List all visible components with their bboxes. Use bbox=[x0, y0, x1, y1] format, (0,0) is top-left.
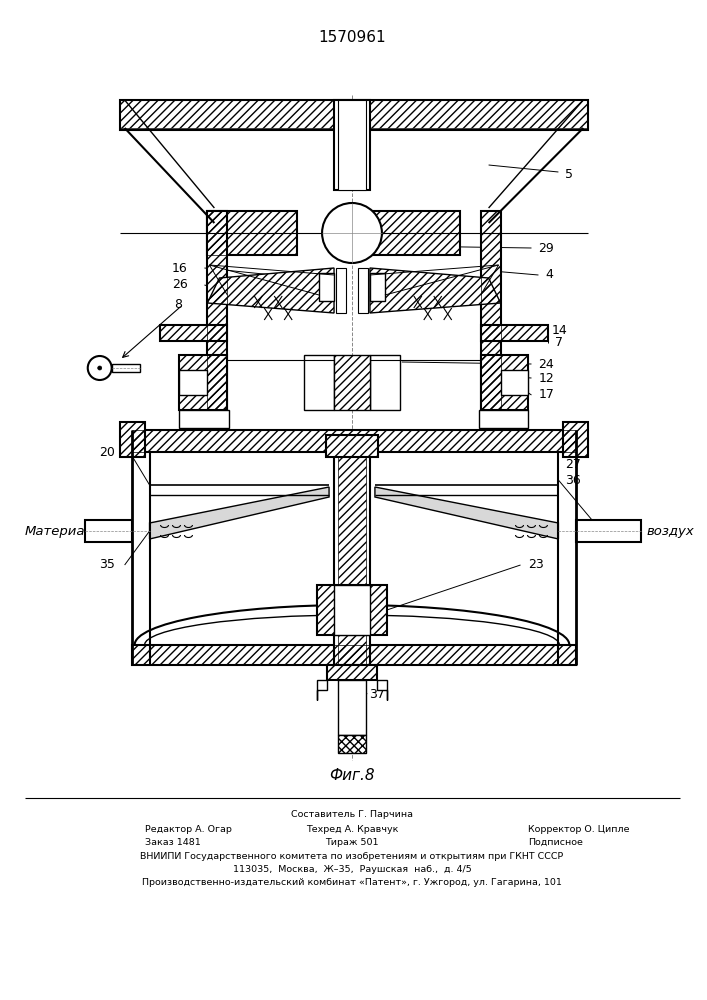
Text: 12: 12 bbox=[539, 371, 554, 384]
Bar bbox=[563, 422, 588, 457]
Polygon shape bbox=[377, 680, 387, 700]
Text: 4: 4 bbox=[545, 268, 554, 282]
Bar bbox=[481, 355, 528, 410]
Text: 17: 17 bbox=[539, 388, 554, 401]
Bar bbox=[338, 735, 366, 753]
Text: 35: 35 bbox=[99, 558, 115, 572]
Bar bbox=[119, 422, 145, 457]
Bar bbox=[479, 410, 528, 428]
Bar bbox=[327, 665, 377, 680]
Text: 29: 29 bbox=[539, 241, 554, 254]
Text: 26: 26 bbox=[172, 278, 187, 292]
Bar bbox=[336, 268, 346, 313]
Bar bbox=[132, 430, 576, 452]
Text: 16: 16 bbox=[172, 261, 187, 274]
Bar bbox=[317, 585, 387, 635]
Bar bbox=[180, 370, 207, 395]
Circle shape bbox=[88, 356, 112, 380]
Text: воздух: воздух bbox=[646, 524, 694, 538]
Bar bbox=[85, 520, 132, 542]
Polygon shape bbox=[317, 680, 327, 700]
Polygon shape bbox=[370, 268, 501, 313]
Text: ВНИИПИ Государственного комитета по изобретениям и открытиям при ГКНТ СССР: ВНИИПИ Государственного комитета по изоб… bbox=[141, 852, 563, 861]
Text: 27: 27 bbox=[566, 458, 581, 472]
Bar bbox=[119, 422, 145, 457]
Text: Фиг.8: Фиг.8 bbox=[329, 768, 375, 782]
Bar bbox=[481, 211, 501, 430]
Bar bbox=[358, 268, 368, 313]
Text: Материал: Материал bbox=[25, 524, 94, 538]
Text: 24: 24 bbox=[539, 358, 554, 370]
Text: 37: 37 bbox=[369, 688, 385, 702]
Text: 20: 20 bbox=[99, 446, 115, 458]
Bar bbox=[160, 325, 228, 341]
Bar bbox=[160, 325, 228, 341]
Text: 14: 14 bbox=[551, 324, 567, 336]
Circle shape bbox=[322, 203, 382, 263]
Bar bbox=[501, 370, 528, 395]
Text: 23: 23 bbox=[528, 558, 544, 572]
Bar bbox=[317, 585, 387, 635]
Bar bbox=[326, 435, 378, 457]
Bar bbox=[207, 211, 297, 255]
Bar bbox=[180, 410, 229, 428]
Bar bbox=[481, 355, 528, 410]
Bar bbox=[207, 211, 228, 430]
Text: Техред А. Кравчук: Техред А. Кравчук bbox=[306, 825, 398, 834]
Bar bbox=[370, 211, 460, 255]
Text: 22: 22 bbox=[566, 446, 581, 458]
Bar bbox=[112, 364, 139, 372]
Bar bbox=[338, 100, 366, 190]
Text: 7: 7 bbox=[556, 336, 563, 350]
Text: Корректор О. Ципле: Корректор О. Ципле bbox=[528, 825, 630, 834]
Text: Заказ 1481: Заказ 1481 bbox=[145, 838, 200, 847]
Text: Подписное: Подписное bbox=[528, 838, 583, 847]
Bar bbox=[576, 520, 641, 542]
Bar bbox=[338, 735, 366, 753]
Bar bbox=[180, 355, 228, 410]
Bar bbox=[563, 422, 588, 457]
Text: Тираж 501: Тираж 501 bbox=[325, 838, 379, 847]
Bar bbox=[334, 452, 370, 665]
Polygon shape bbox=[150, 487, 329, 539]
Polygon shape bbox=[375, 487, 559, 539]
Text: 1570961: 1570961 bbox=[318, 30, 386, 45]
Bar bbox=[370, 211, 460, 255]
Bar bbox=[338, 680, 366, 735]
Polygon shape bbox=[119, 100, 588, 130]
Text: Редактор А. Огар: Редактор А. Огар bbox=[145, 825, 231, 834]
Text: Составитель Г. Парчина: Составитель Г. Парчина bbox=[291, 810, 413, 819]
Bar bbox=[334, 585, 370, 635]
Bar bbox=[370, 355, 400, 410]
Bar bbox=[334, 100, 370, 190]
Bar bbox=[326, 435, 378, 457]
Bar bbox=[370, 273, 385, 301]
Bar bbox=[132, 430, 576, 665]
Bar bbox=[132, 645, 576, 665]
Bar bbox=[132, 645, 576, 665]
Bar bbox=[481, 325, 549, 341]
Text: 8: 8 bbox=[175, 298, 182, 312]
Bar bbox=[207, 211, 297, 255]
Bar bbox=[119, 95, 588, 140]
Bar bbox=[304, 355, 334, 410]
Bar bbox=[319, 273, 334, 301]
Text: Производственно-издательский комбинат «Патент», г. Ужгород, ул. Гагарина, 101: Производственно-издательский комбинат «П… bbox=[142, 878, 562, 887]
Bar bbox=[180, 355, 228, 410]
Bar bbox=[481, 325, 549, 341]
Text: 36: 36 bbox=[566, 474, 581, 487]
Bar bbox=[481, 211, 501, 430]
Text: 113035,  Москва,  Ж–35,  Раушская  наб.,  д. 4/5: 113035, Москва, Ж–35, Раушская наб., д. … bbox=[233, 865, 472, 874]
Polygon shape bbox=[207, 268, 334, 313]
Bar bbox=[338, 452, 366, 665]
Bar bbox=[334, 355, 370, 410]
Bar bbox=[327, 665, 377, 680]
Bar bbox=[207, 211, 228, 430]
Text: 5: 5 bbox=[566, 168, 573, 182]
Circle shape bbox=[98, 366, 102, 370]
Bar bbox=[132, 430, 576, 452]
